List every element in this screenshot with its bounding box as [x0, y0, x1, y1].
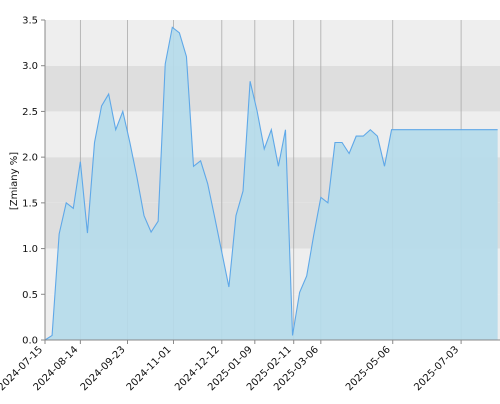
y-tick-label: 1.0 — [22, 244, 38, 255]
series-line — [44, 26, 498, 341]
x-tick-label: 2025-05-06 — [344, 344, 393, 393]
background-band — [45, 65, 500, 112]
area-layer — [44, 26, 498, 341]
y-tick-label: 0.0 — [22, 336, 38, 347]
x-tick-label: 2024-09-23 — [79, 344, 128, 393]
x-tick-label: 2025-07-03 — [412, 344, 461, 393]
area-fill — [45, 27, 498, 341]
y-tick-label: 0.5 — [22, 290, 38, 301]
y-axis-ticks: 0.0 0.5 1.0 1.5 2.0 2.5 3.0 3.5 — [22, 16, 45, 347]
y-tick-label: 2.5 — [22, 107, 38, 118]
axes — [44, 20, 500, 341]
y-tick-label: 3.5 — [22, 16, 38, 27]
y-tick-label: 1.5 — [22, 198, 38, 209]
background-band — [45, 20, 500, 66]
x-tick-label: 2024-11-01 — [125, 344, 174, 393]
y-tick-label: 2.0 — [22, 153, 38, 164]
y-axis-label: [Zmiany %] — [9, 152, 20, 210]
x-axis-ticks: 2024-07-152024-08-142024-09-232024-11-01… — [0, 340, 462, 393]
y-tick-label: 3.0 — [22, 61, 38, 72]
